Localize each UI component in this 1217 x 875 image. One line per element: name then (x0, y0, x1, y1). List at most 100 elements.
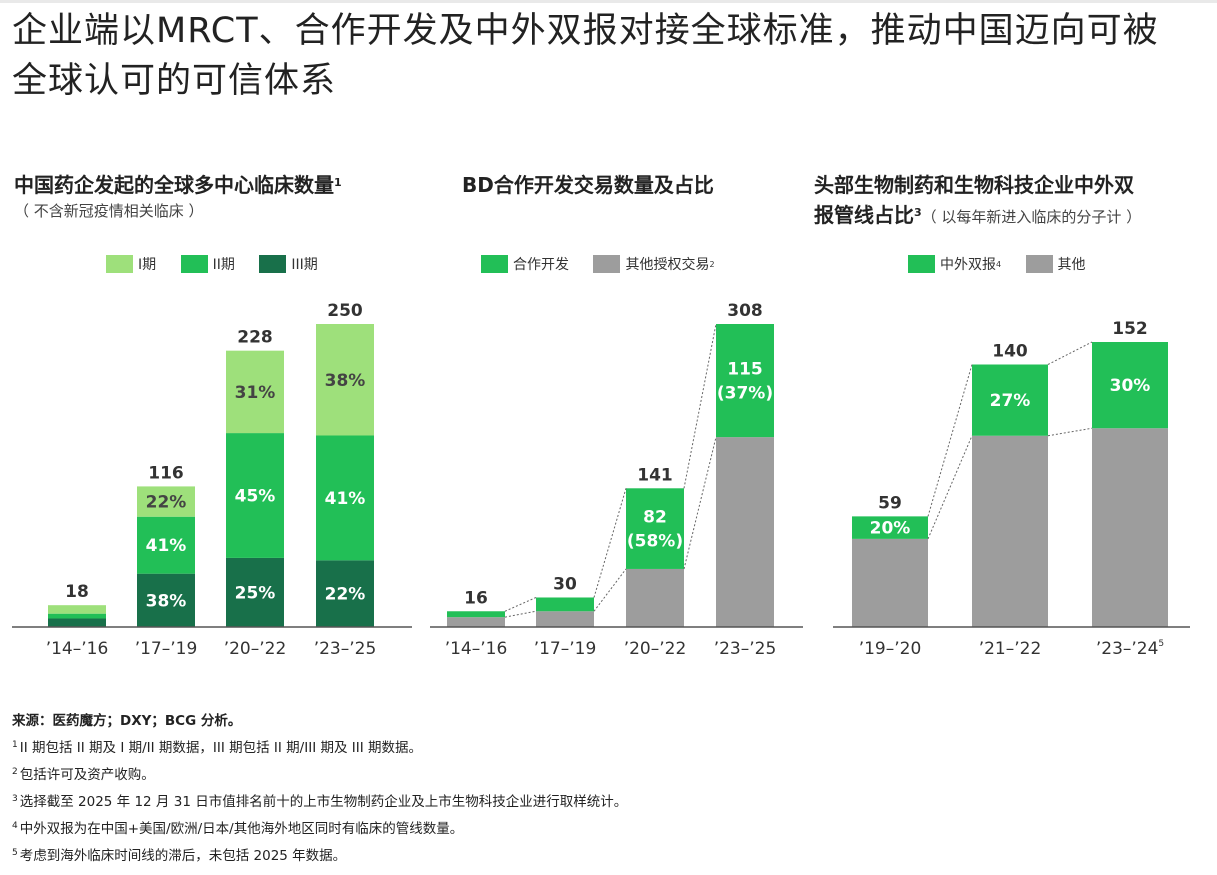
bar-segment (447, 617, 505, 627)
panel-mrct: 中国药企发起的全球多中心临床数量1 （ 不含新冠疫情相关临床 ） (14, 170, 414, 221)
footnote-4: 4 中外双报为在中国+美国/欧洲/日本/其他海外地区同时有临床的管线数量。 (12, 816, 627, 843)
bar-segment (226, 350, 284, 434)
panel-bd: BD合作开发交易数量及占比 (462, 170, 802, 200)
bar-segment (316, 560, 374, 627)
legend-item-phase1: I期 (106, 254, 156, 274)
legend-sup: 2 (709, 259, 715, 269)
top-rule (0, 0, 1217, 3)
footnote-sup: 5 (12, 848, 18, 858)
legend-swatch (908, 255, 935, 273)
category-label: ’17–’19 (135, 639, 198, 659)
bar-segment (48, 618, 106, 627)
legend-swatch (593, 255, 621, 273)
footnote-5: 5 考虑到海外临床时间线的滞后，未包括 2025 年数据。 (12, 843, 627, 870)
legend-swatch (106, 255, 133, 273)
bar-segment (716, 437, 774, 627)
bar-segment (536, 597, 594, 612)
total-label: 18 (65, 582, 89, 602)
category-sup: 5 (1158, 639, 1164, 649)
bar-label: 22% (325, 585, 366, 605)
panel-3-title-line1: 头部生物制药和生物科技企业中外双 (814, 173, 1134, 197)
footnotes: 来源：医药魔方；DXY；BCG 分析。 1 II 期包括 II 期及 I 期/II… (12, 708, 627, 870)
bar-segment (1092, 342, 1168, 429)
page-title: 企业端以MRCT、合作开发及中外双报对接全球标准，推动中国迈向可被全球认可的可信… (12, 11, 1159, 101)
connector-line (927, 435, 973, 540)
bar-segment (852, 538, 928, 627)
panel-3-title-line2: 报管线占比3（ 以每年新进入临床的分子计 ） (814, 200, 1214, 232)
footnote-text: 考虑到海外临床时间线的滞后，未包括 2025 年数据。 (19, 848, 347, 864)
total-label: 228 (237, 328, 273, 348)
footnote-sup: 3 (12, 794, 18, 804)
legend-item-codev: 合作开发 (481, 254, 569, 274)
total-label: 250 (327, 301, 363, 321)
bar-label: 30% (1110, 376, 1151, 396)
bar-label: 115 (727, 360, 763, 380)
panel-2-title: BD合作开发交易数量及占比 (462, 173, 714, 197)
legend-label: 其他 (1057, 257, 1086, 273)
legend-label: III期 (291, 257, 318, 273)
connector-line (1047, 427, 1093, 437)
legend-1: I期 II期 III期 (106, 254, 338, 277)
bar-segment (226, 557, 284, 627)
bar-label: 20% (870, 519, 911, 539)
bar-segment (972, 435, 1048, 627)
panel-1-subtitle: （ 不含新冠疫情相关临床 ） (14, 202, 204, 220)
category-label: ’19–’20 (859, 639, 922, 659)
category-label: ’23–’245 (1096, 639, 1164, 659)
category-label: ’23–’25 (314, 639, 377, 659)
panel-3-title-text: 报管线占比 (814, 203, 914, 227)
bar-segment (716, 324, 774, 438)
bar-segment (1092, 428, 1168, 627)
footnote-sup: 1 (12, 740, 18, 750)
legend-swatch (180, 255, 208, 273)
footnote-text: 选择截至 2025 年 12 月 31 日市值排名前十的上市生物制药企业及上市生… (19, 794, 628, 810)
bar-label: 41% (325, 489, 366, 509)
legend-swatch (481, 255, 508, 273)
connector-line (927, 364, 973, 517)
total-label: 16 (464, 588, 488, 608)
legend-3: 中外双报 4 其他 (908, 254, 1106, 277)
bar-label: 31% (235, 383, 276, 403)
legend-label: 合作开发 (513, 257, 569, 273)
source-note: 来源：医药魔方；DXY；BCG 分析。 (12, 713, 242, 729)
total-label: 152 (1112, 319, 1148, 339)
footnote-text: II 期包括 II 期及 I 期/II 期数据，III 期包括 II 期/III… (19, 740, 422, 756)
total-label: 140 (992, 342, 1028, 362)
category-label: ’23–’25 (714, 639, 777, 659)
panel-1-title-sup: 1 (334, 176, 342, 189)
footnote-2: 2 包括许可及资产收购。 (12, 762, 627, 789)
bar-segment (536, 611, 594, 627)
bar-segment (626, 488, 684, 569)
total-label: 116 (148, 463, 184, 483)
legend-sup: 4 (996, 259, 1002, 269)
panel-dual-filing: 头部生物制药和生物科技企业中外双 报管线占比3（ 以每年新进入临床的分子计 ） (814, 170, 1214, 232)
bar-segment (137, 486, 195, 517)
legend-item-phase2: II期 (180, 254, 235, 274)
bar-segment (626, 568, 684, 627)
connector-line (683, 437, 717, 570)
bar-segment (48, 613, 106, 619)
bar-label: (58%) (627, 532, 683, 552)
bar-label: 41% (146, 536, 187, 556)
category-label: ’20–’22 (624, 639, 687, 659)
footnote-sup: 2 (12, 767, 18, 777)
bar-label: 25% (235, 583, 276, 603)
legend-label: II期 (212, 257, 235, 273)
connector-line (504, 597, 537, 612)
bar-segment (447, 611, 505, 618)
category-label: ’14–’16 (46, 639, 109, 659)
bar-label: 22% (146, 493, 187, 513)
legend-label: I期 (138, 257, 157, 273)
footnote-text: 中外双报为在中国+美国/欧洲/日本/其他海外地区同时有临床的管线数量。 (19, 821, 464, 837)
legend-item-dual: 中外双报 4 (908, 254, 1001, 274)
bar-segment (226, 433, 284, 558)
panel-1-title: 中国药企发起的全球多中心临床数量1 (14, 170, 414, 200)
bar-segment (316, 435, 374, 561)
category-label: ’14–’16 (445, 639, 508, 659)
legend-2: 合作开发 其他授权交易 2 (481, 254, 735, 277)
bar-segment (316, 324, 374, 436)
bar-label: 82 (643, 508, 667, 528)
legend-label: 中外双报 (940, 257, 996, 273)
panel-1-title-text: 中国药企发起的全球多中心临床数量 (14, 173, 334, 197)
